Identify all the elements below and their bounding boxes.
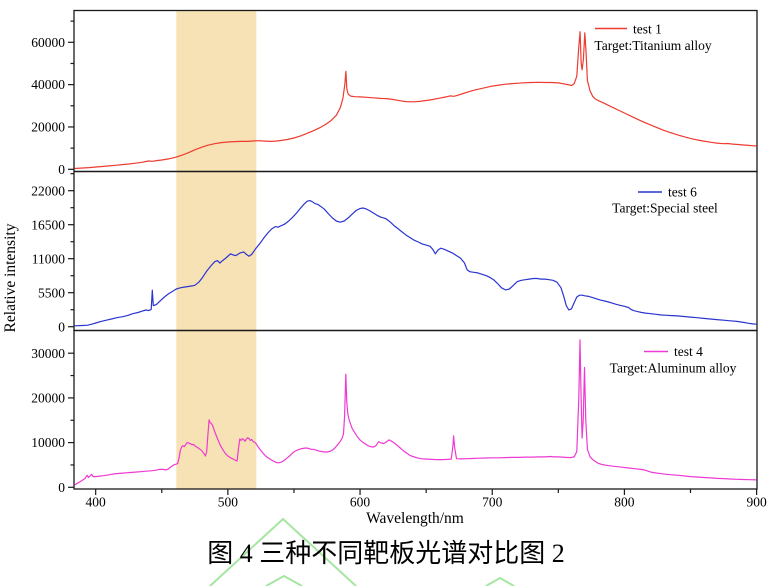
svg-text:30000: 30000	[31, 346, 65, 361]
panel-border-aluminum	[73, 329, 758, 490]
svg-text:60000: 60000	[31, 35, 65, 50]
svg-text:20000: 20000	[31, 120, 65, 135]
svg-text:600: 600	[350, 495, 371, 510]
x-tick-labels: 400 500 600 700 800 900	[86, 495, 767, 510]
x-axis-ticks	[95, 489, 758, 495]
svg-text:22000: 22000	[31, 183, 65, 198]
y-tick-labels-titanium: 0 20000 40000 60000	[31, 35, 65, 177]
x-axis-title: Wavelength/nm	[366, 510, 464, 527]
figure-caption: 图 4 三种不同靶板光谱对比图 2	[207, 539, 565, 568]
y-axis-title: Relative intensity	[2, 223, 19, 332]
watermark	[209, 517, 515, 586]
y-axis-ticks-special-steel	[68, 173, 74, 328]
legend-target-titanium: Target:Titanium alloy	[594, 38, 711, 53]
svg-text:500: 500	[218, 495, 239, 510]
spectrum-curve-test-1	[74, 31, 757, 170]
svg-text:400: 400	[86, 495, 107, 510]
spectrum-curve-test-4	[74, 339, 757, 486]
svg-text:800: 800	[614, 495, 635, 510]
legend-label-test1: test 1	[633, 22, 662, 37]
svg-text:10000: 10000	[31, 435, 65, 450]
watermark-chevron-right	[485, 576, 515, 586]
y-tick-labels-aluminum: 0 10000 20000 30000	[31, 346, 65, 495]
svg-text:16500: 16500	[31, 217, 65, 232]
y-axis-ticks-aluminum	[68, 352, 74, 488]
spectrum-curve-test-6	[74, 200, 757, 327]
svg-text:700: 700	[482, 495, 503, 510]
svg-text:40000: 40000	[31, 77, 65, 92]
svg-text:0: 0	[58, 319, 65, 334]
svg-text:20000: 20000	[31, 391, 65, 406]
y-axis-ticks-titanium	[68, 20, 74, 170]
highlight-band	[176, 10, 257, 489]
watermark-chevron-inner	[265, 574, 303, 586]
y-tick-labels-special-steel: 0 5500 11000 16500 22000	[31, 183, 65, 334]
watermark-chevron-outer	[209, 517, 357, 586]
legend-target-aluminum: Target:Aluminum alloy	[610, 361, 737, 376]
svg-text:900: 900	[746, 495, 767, 510]
svg-text:0: 0	[58, 480, 65, 495]
legend-label-test4: test 4	[674, 344, 703, 359]
legend-target-special-steel: Target:Special steel	[612, 201, 718, 216]
svg-text:11000: 11000	[32, 251, 65, 266]
svg-text:5500: 5500	[38, 285, 65, 300]
svg-text:0: 0	[58, 162, 65, 177]
legend-label-test6: test 6	[668, 185, 697, 200]
